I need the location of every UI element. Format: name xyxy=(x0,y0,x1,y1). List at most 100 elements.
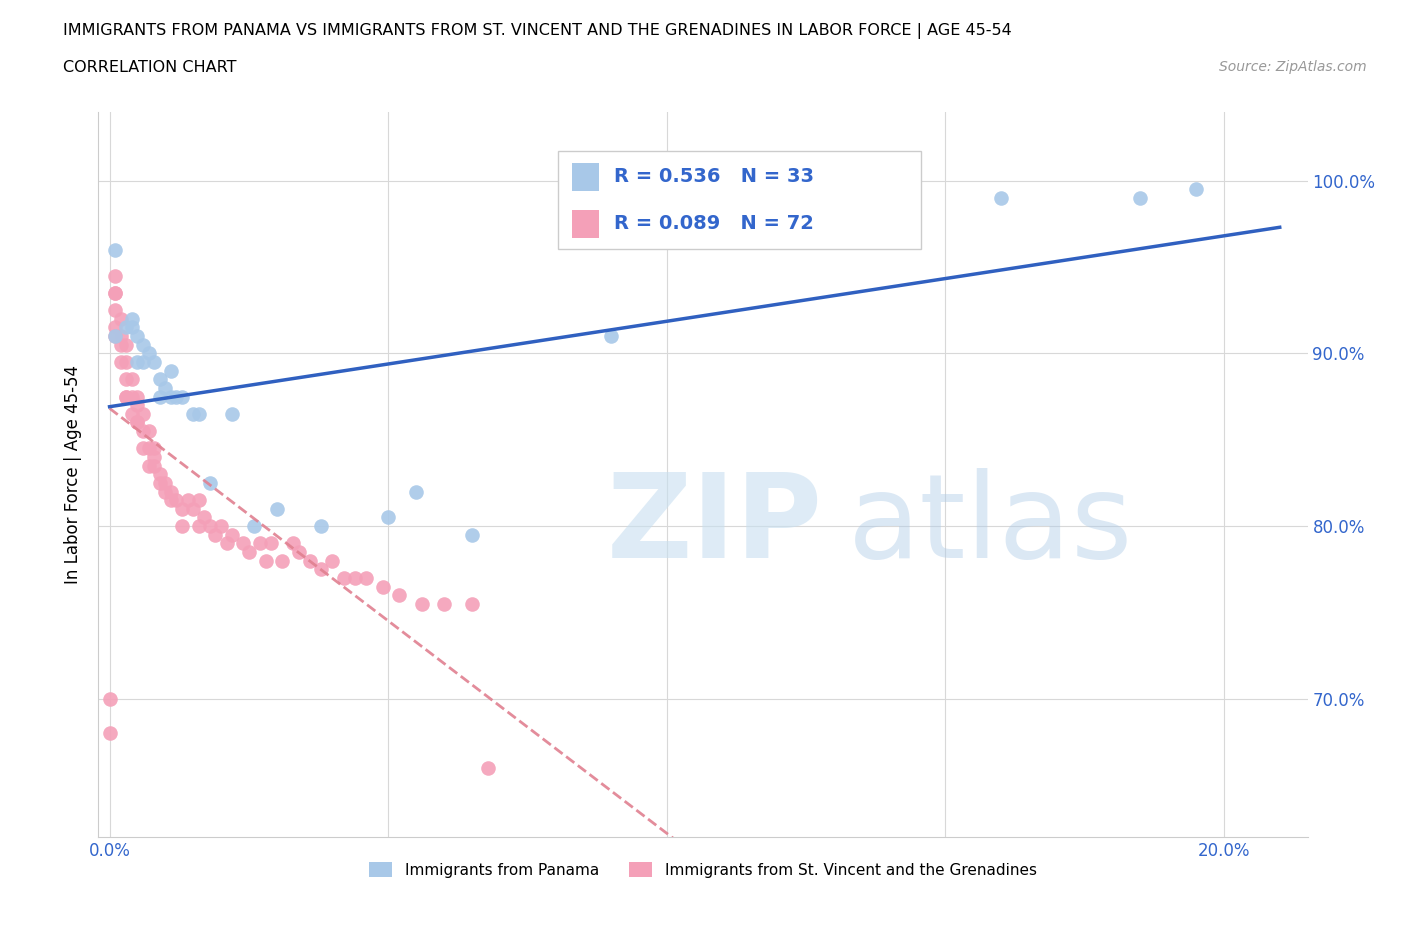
Point xyxy=(187,493,209,508)
Point xyxy=(1185,182,1208,197)
Point xyxy=(132,441,155,456)
Point xyxy=(149,372,172,387)
Point xyxy=(127,328,149,343)
Point xyxy=(104,268,127,283)
Point xyxy=(160,493,183,508)
Point xyxy=(121,312,143,326)
Point xyxy=(354,570,377,585)
Point xyxy=(104,286,127,300)
Point xyxy=(160,364,183,379)
Point xyxy=(165,493,187,508)
Point xyxy=(321,553,343,568)
Point xyxy=(149,475,172,490)
Point xyxy=(104,328,127,343)
Text: IMMIGRANTS FROM PANAMA VS IMMIGRANTS FROM ST. VINCENT AND THE GRENADINES IN LABO: IMMIGRANTS FROM PANAMA VS IMMIGRANTS FRO… xyxy=(63,23,1012,39)
Text: ZIP: ZIP xyxy=(606,468,823,582)
Point xyxy=(98,726,121,741)
Point xyxy=(127,389,149,404)
Point xyxy=(343,570,366,585)
Point xyxy=(143,458,166,473)
Point xyxy=(377,510,399,525)
Point xyxy=(127,415,149,430)
Point xyxy=(187,406,209,421)
Point xyxy=(110,328,132,343)
Point xyxy=(127,398,149,413)
Point xyxy=(238,545,260,560)
Point xyxy=(411,596,433,611)
Point xyxy=(138,424,160,439)
Point xyxy=(104,328,127,343)
Point xyxy=(193,510,215,525)
Point xyxy=(311,562,333,577)
Point xyxy=(98,691,121,706)
Point xyxy=(181,501,204,516)
Point xyxy=(155,475,177,490)
Point xyxy=(215,536,238,551)
Point xyxy=(221,527,243,542)
Point xyxy=(170,389,193,404)
Point xyxy=(1129,191,1152,206)
Point xyxy=(823,217,845,232)
Point xyxy=(104,320,127,335)
Point xyxy=(127,354,149,369)
Y-axis label: In Labor Force | Age 45-54: In Labor Force | Age 45-54 xyxy=(65,365,83,584)
Point xyxy=(221,406,243,421)
Text: R = 0.089   N = 72: R = 0.089 N = 72 xyxy=(613,215,814,233)
Point xyxy=(160,485,183,499)
Point xyxy=(209,519,232,534)
Point xyxy=(110,312,132,326)
Point xyxy=(110,354,132,369)
Point xyxy=(138,346,160,361)
Point xyxy=(132,338,155,352)
Point xyxy=(461,596,484,611)
Point xyxy=(388,588,411,603)
Point xyxy=(115,372,138,387)
Point xyxy=(254,553,277,568)
Point xyxy=(311,519,333,534)
Point xyxy=(149,467,172,482)
Point xyxy=(104,286,127,300)
Point xyxy=(121,320,143,335)
Point xyxy=(143,441,166,456)
Point xyxy=(132,354,155,369)
Point xyxy=(181,406,204,421)
Point xyxy=(143,354,166,369)
Point xyxy=(155,380,177,395)
Point xyxy=(198,475,221,490)
Text: R = 0.536   N = 33: R = 0.536 N = 33 xyxy=(613,167,814,186)
Text: Source: ZipAtlas.com: Source: ZipAtlas.com xyxy=(1219,60,1367,74)
Point xyxy=(260,536,283,551)
Point xyxy=(115,389,138,404)
Point xyxy=(121,406,143,421)
Point xyxy=(115,389,138,404)
Text: CORRELATION CHART: CORRELATION CHART xyxy=(63,60,236,75)
Point xyxy=(115,338,138,352)
Point xyxy=(405,485,427,499)
Bar xyxy=(572,163,599,191)
Text: atlas: atlas xyxy=(848,468,1133,582)
Point xyxy=(138,441,160,456)
Point xyxy=(104,303,127,318)
Point xyxy=(121,389,143,404)
Point xyxy=(198,519,221,534)
Point xyxy=(143,449,166,464)
Point xyxy=(115,320,138,335)
Point xyxy=(433,596,456,611)
Point xyxy=(990,191,1012,206)
Point xyxy=(249,536,271,551)
Point xyxy=(160,389,183,404)
Point xyxy=(149,389,172,404)
Point xyxy=(138,458,160,473)
Point xyxy=(371,579,394,594)
Point xyxy=(266,501,288,516)
Point xyxy=(121,372,143,387)
Bar xyxy=(572,210,599,238)
FancyBboxPatch shape xyxy=(558,152,921,249)
Legend: Immigrants from Panama, Immigrants from St. Vincent and the Grenadines: Immigrants from Panama, Immigrants from … xyxy=(363,856,1043,884)
Point xyxy=(155,485,177,499)
Point xyxy=(176,493,198,508)
Point xyxy=(600,328,623,343)
Point xyxy=(283,536,305,551)
Point xyxy=(170,519,193,534)
Point xyxy=(165,389,187,404)
